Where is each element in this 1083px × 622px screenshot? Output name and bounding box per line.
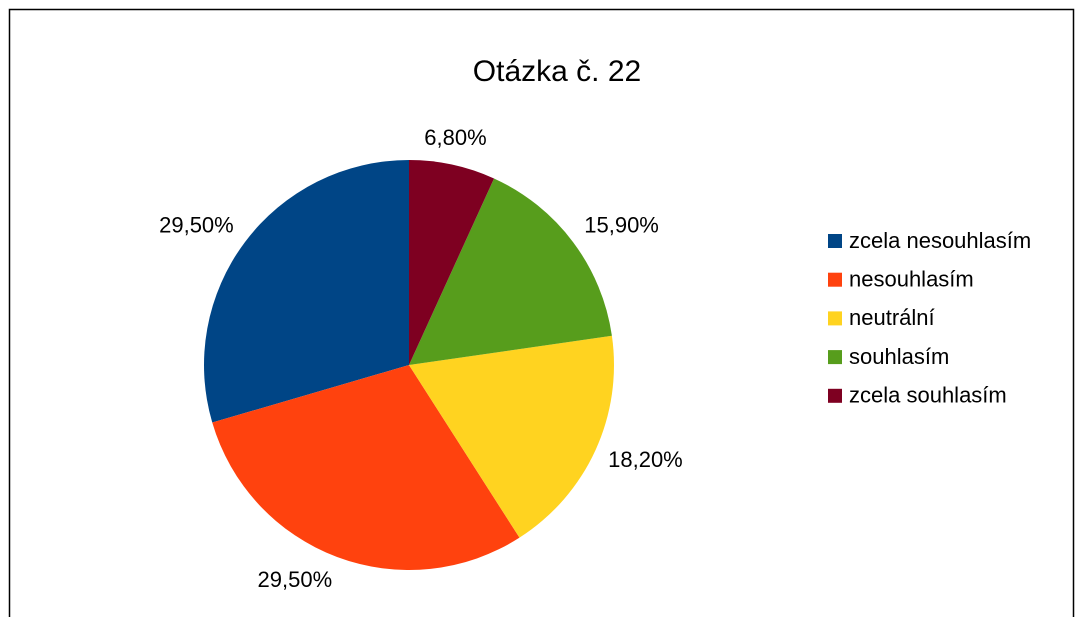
legend-label: zcela nesouhlasím: [849, 228, 1031, 253]
legend-label: neutrální: [849, 305, 935, 330]
legend-swatch: [828, 388, 842, 403]
pie-slice: [409, 335, 614, 538]
data-label: 6,80%: [424, 125, 486, 150]
pie-slice: [212, 365, 520, 570]
data-label: 29,50%: [258, 567, 333, 592]
legend-swatch: [828, 311, 842, 326]
chart-border: [8, 8, 1075, 617]
pie-slice: [203, 160, 409, 423]
data-label: 18,20%: [608, 447, 683, 472]
legend-swatch: [828, 350, 842, 365]
legend-swatch: [828, 234, 842, 248]
chart-title: Otázka č. 22: [473, 55, 641, 88]
data-label: 15,90%: [584, 212, 659, 237]
data-label: 29,50%: [159, 212, 234, 237]
pie-slice: [409, 160, 495, 365]
legend-label: zcela souhlasím: [849, 383, 1007, 408]
pie-slice: [409, 178, 612, 365]
legend-label: nesouhlasím: [849, 267, 974, 292]
legend-label: souhlasím: [849, 344, 949, 369]
legend-swatch: [828, 272, 842, 287]
